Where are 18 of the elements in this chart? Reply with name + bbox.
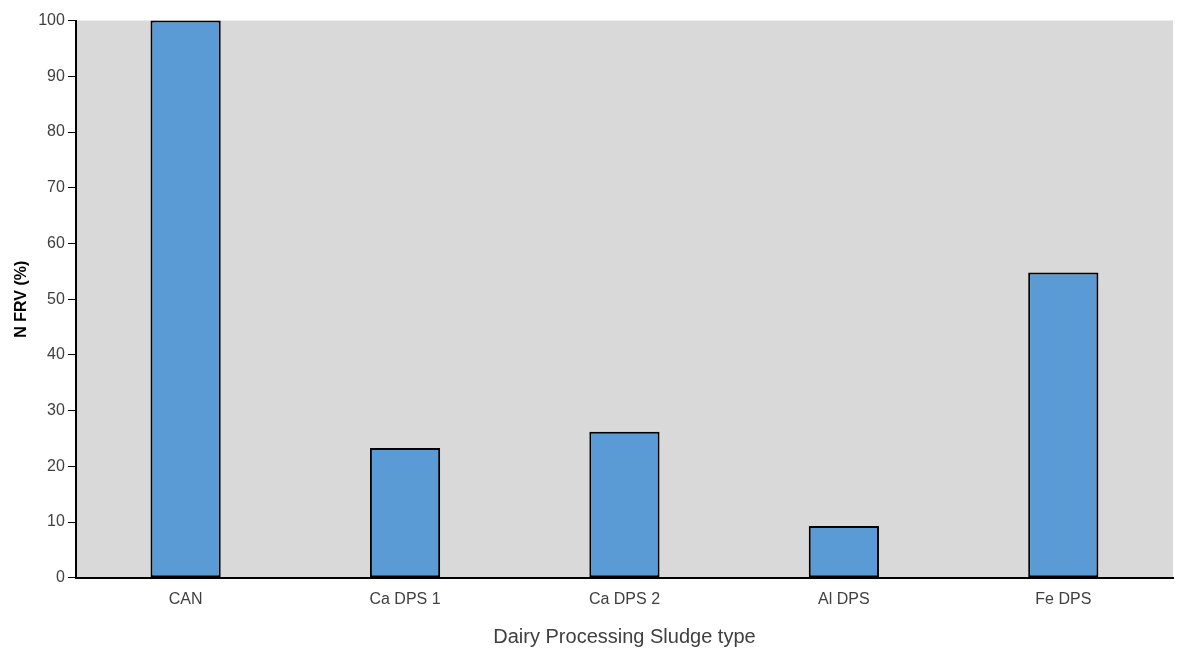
y-tick-label: 0 [55,568,65,586]
y-tick-label: 80 [47,122,65,140]
x-axis-title: Dairy Processing Sludge type [493,624,756,647]
y-tick-label: 50 [47,289,65,307]
y-tick-label: 20 [47,456,65,474]
x-tick-label: CAN [168,589,203,607]
y-tick-label: 70 [47,178,65,196]
y-tick-label: 90 [47,66,65,84]
x-tick-label: Fe DPS [1035,589,1092,607]
x-tick-label: Al DPS [818,589,870,607]
x-tick-label: Ca DPS 1 [369,589,441,607]
y-tick-label: 30 [47,401,65,419]
y-axis-title: N FRV (%) [12,260,30,338]
y-tick-label: 100 [38,11,65,29]
x-tick-label: Ca DPS 2 [588,589,661,607]
y-tick-label: 60 [47,233,65,251]
y-tick-label: 10 [47,512,65,530]
y-tick-label: 40 [47,345,65,363]
